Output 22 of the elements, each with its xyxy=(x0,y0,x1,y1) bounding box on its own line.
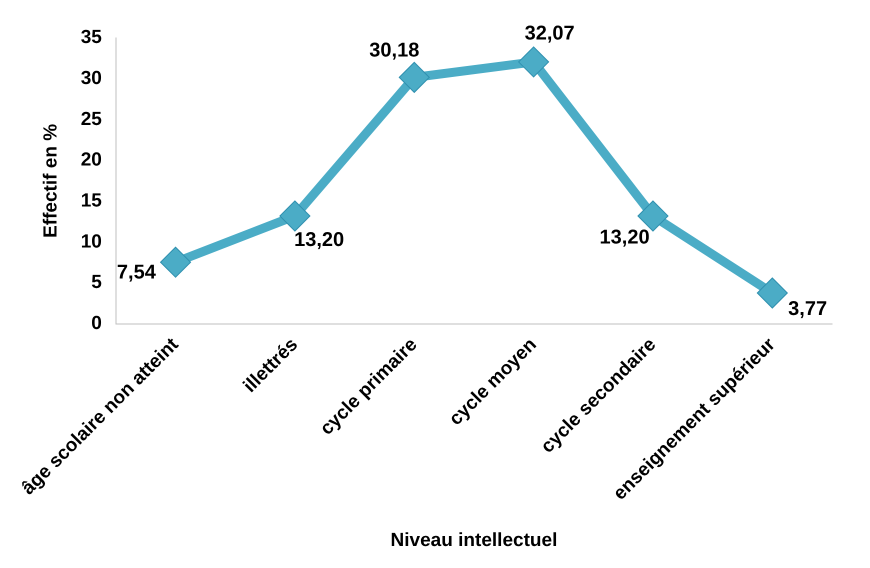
data-label: 32,07 xyxy=(524,22,575,45)
point xyxy=(160,246,192,278)
y-tick-label: 0 xyxy=(91,313,102,334)
y-tick-label: 35 xyxy=(80,27,102,48)
point xyxy=(279,200,310,232)
data-label: 3,77 xyxy=(788,298,828,320)
data-label: 13,20 xyxy=(600,226,650,249)
data-label: 30,18 xyxy=(369,39,420,62)
y-tick-label: 5 xyxy=(91,272,102,294)
y-axis-title: Effectif en % xyxy=(40,124,62,238)
data-label: 13,20 xyxy=(294,229,344,252)
point xyxy=(637,200,668,232)
point xyxy=(518,46,550,78)
data-label: 7,54 xyxy=(116,262,157,284)
y-tick-label: 15 xyxy=(80,190,102,212)
y-tick-label: 10 xyxy=(80,231,102,252)
y-tick-label: 25 xyxy=(80,108,102,130)
y-tick-label: 30 xyxy=(80,68,102,90)
point xyxy=(756,278,788,308)
y-tick-label: 20 xyxy=(80,150,102,171)
point xyxy=(398,62,430,93)
x-axis-title: Niveau intellectuel xyxy=(390,530,558,551)
